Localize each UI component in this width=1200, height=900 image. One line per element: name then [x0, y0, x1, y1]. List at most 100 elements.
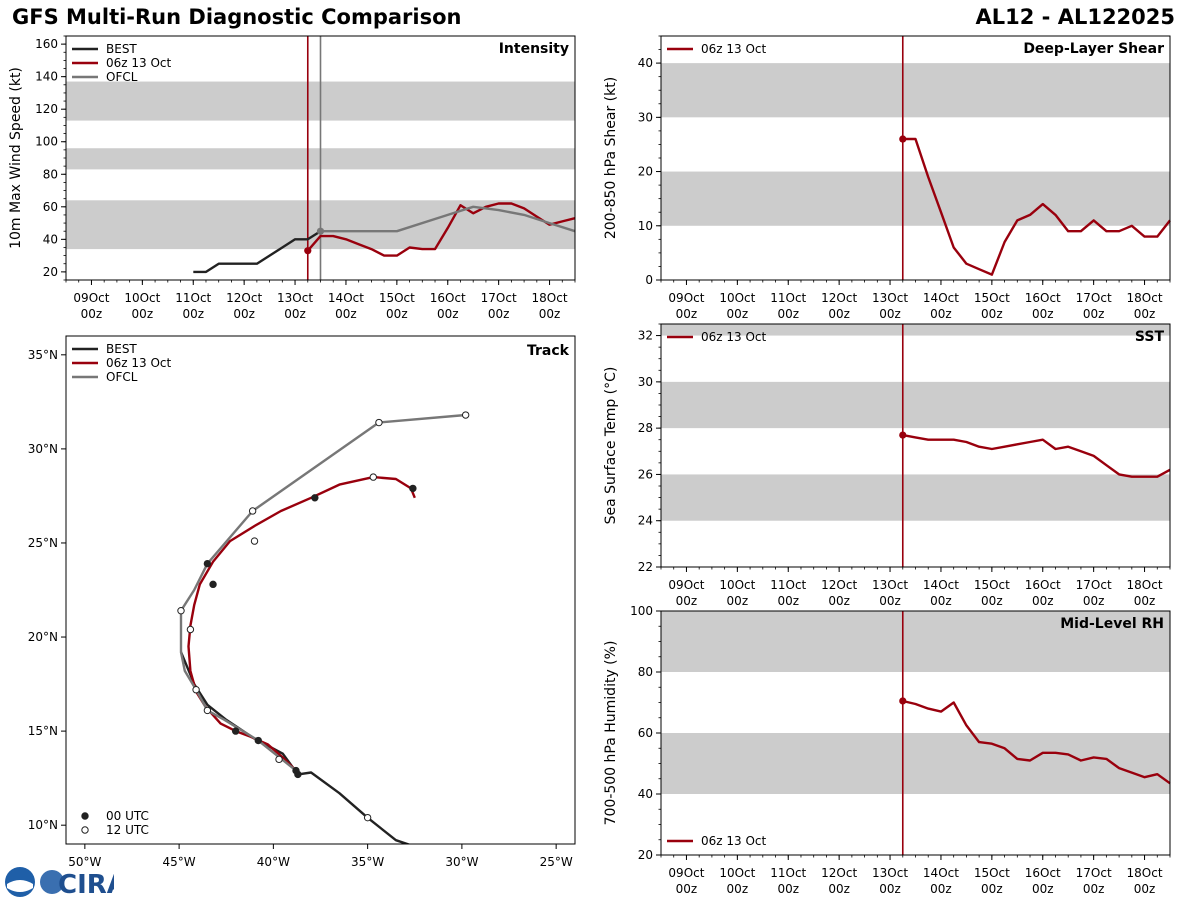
- series-line-run: [306, 202, 576, 257]
- x-tick-label: 00z: [676, 307, 698, 321]
- legend-marker-12utc: [81, 826, 89, 834]
- page-title: GFS Multi-Run Diagnostic Comparison: [12, 5, 462, 29]
- x-tick-label: 15Oct: [974, 866, 1010, 880]
- y-tick-label: 26: [638, 467, 653, 481]
- y-tick-label: 32: [638, 329, 653, 343]
- x-tick-label: 12Oct: [226, 291, 262, 305]
- x-tick-label: 30°W: [445, 855, 478, 869]
- track-line-best: [179, 651, 412, 844]
- track-marker-12utc: [363, 813, 372, 822]
- x-tick-label: 00z: [777, 594, 799, 608]
- chart-rh: 20 40 60 80 100 09Oct 00z 10Oct 00z 11Oct 00z 12Oct…: [603, 604, 1171, 896]
- x-tick-label: 00z: [777, 307, 799, 321]
- chart-title: Deep-Layer Shear: [1023, 41, 1164, 57]
- x-tick-label: 09Oct: [73, 291, 109, 305]
- x-tick-label: 00z: [1032, 882, 1054, 896]
- logo-text: CIRA: [58, 870, 114, 898]
- track-marker-12utc: [192, 686, 200, 694]
- x-tick-label: 15Oct: [974, 291, 1010, 305]
- legend-label: 06z 13 Oct: [701, 42, 767, 56]
- x-tick-label: 00z: [284, 307, 306, 321]
- chart-title: SST: [1135, 329, 1165, 345]
- legend: 06z 13 Oct: [667, 330, 767, 344]
- legend-label: 06z 13 Oct: [106, 356, 172, 370]
- x-tick-label: 11Oct: [770, 866, 806, 880]
- x-tick-label: 18Oct: [1127, 291, 1163, 305]
- track-marker-12utc: [177, 606, 185, 615]
- x-tick-label: 00z: [879, 594, 901, 608]
- x-tick-label: 00z: [1032, 307, 1054, 321]
- y-tick-label: 28: [638, 421, 653, 435]
- x-tick-label: 00z: [981, 882, 1003, 896]
- x-tick-label: 17Oct: [1076, 291, 1112, 305]
- legend-label: BEST: [106, 42, 137, 56]
- y-tick-label: 22: [638, 560, 653, 574]
- x-tick-label: 13Oct: [277, 291, 313, 305]
- x-tick-label: 18Oct: [1127, 578, 1163, 592]
- x-tick-label: 11Oct: [175, 291, 211, 305]
- band-1: [661, 611, 1170, 672]
- x-tick-label: 00z: [981, 307, 1003, 321]
- legend: 06z 13 Oct: [667, 42, 767, 56]
- y-tick-label: 30°N: [28, 442, 58, 456]
- x-tick-label: 00z: [930, 307, 952, 321]
- x-tick-label: 10Oct: [719, 866, 755, 880]
- x-tick-label: 13Oct: [872, 291, 908, 305]
- x-tick-label: 00z: [777, 882, 799, 896]
- x-tick-label: 16Oct: [430, 291, 466, 305]
- x-tick-label: 09Oct: [668, 291, 704, 305]
- x-tick-label: 00z: [879, 307, 901, 321]
- x-tick-label: 11Oct: [770, 291, 806, 305]
- x-tick-label: 00z: [727, 882, 749, 896]
- y-tick-label: 120: [35, 102, 58, 116]
- x-tick-label: 16Oct: [1025, 578, 1061, 592]
- x-tick-label: 40°W: [257, 855, 290, 869]
- chart-title: Intensity: [499, 41, 569, 57]
- y-tick-label: 40: [638, 56, 653, 70]
- x-tick-label: 17Oct: [1076, 866, 1112, 880]
- x-tick-label: 14Oct: [328, 291, 364, 305]
- x-tick-label: 00z: [437, 307, 459, 321]
- x-tick-label: 13Oct: [872, 578, 908, 592]
- series-start-marker-ofcl: [316, 227, 325, 235]
- x-tick-label: 00z: [1134, 594, 1156, 608]
- y-tick-label: 100: [35, 135, 58, 149]
- cira-logo: CIRA: [5, 867, 114, 898]
- x-tick-label: 00z: [386, 307, 408, 321]
- x-tick-label: 12Oct: [821, 291, 857, 305]
- y-tick-label: 60: [43, 200, 58, 214]
- x-tick-label: 12Oct: [821, 866, 857, 880]
- legend-label: 06z 13 Oct: [701, 330, 767, 344]
- x-tick-label: 00z: [879, 882, 901, 896]
- track-marker-00utc: [409, 484, 417, 493]
- x-tick-label: 16Oct: [1025, 866, 1061, 880]
- x-tick-label: 45°W: [163, 855, 196, 869]
- track-marker-00utc: [254, 736, 262, 745]
- storm-id-title: AL12 - AL122025: [975, 5, 1176, 29]
- track-marker-12utc: [275, 755, 283, 764]
- marker-legend-label: 00 UTC: [106, 809, 149, 823]
- x-tick-label: 15Oct: [974, 578, 1010, 592]
- y-tick-label: 140: [35, 70, 58, 84]
- y-tick-label: 20: [638, 165, 653, 179]
- y-tick-label: 10: [638, 219, 653, 233]
- track-marker-12utc: [203, 706, 212, 715]
- y-axis-label: 200-850 hPa Shear (kt): [603, 77, 619, 239]
- y-axis-label: Sea Surface Temp (°C): [603, 367, 619, 525]
- series-start-marker-run: [899, 135, 907, 143]
- series-line-best: [193, 230, 322, 274]
- y-tick-label: 80: [638, 665, 653, 679]
- series-line-run: [902, 137, 1171, 276]
- band-0: [661, 474, 1170, 521]
- x-tick-label: 00z: [132, 307, 154, 321]
- x-tick-label: 00z: [1083, 594, 1105, 608]
- legend-label: BEST: [106, 342, 137, 356]
- y-tick-label: 30: [638, 110, 653, 124]
- series-line-run: [902, 699, 1171, 785]
- x-tick-label: 00z: [828, 594, 850, 608]
- x-tick-label: 00z: [539, 307, 561, 321]
- y-axis-label: 10m Max Wind Speed (kt): [8, 67, 24, 249]
